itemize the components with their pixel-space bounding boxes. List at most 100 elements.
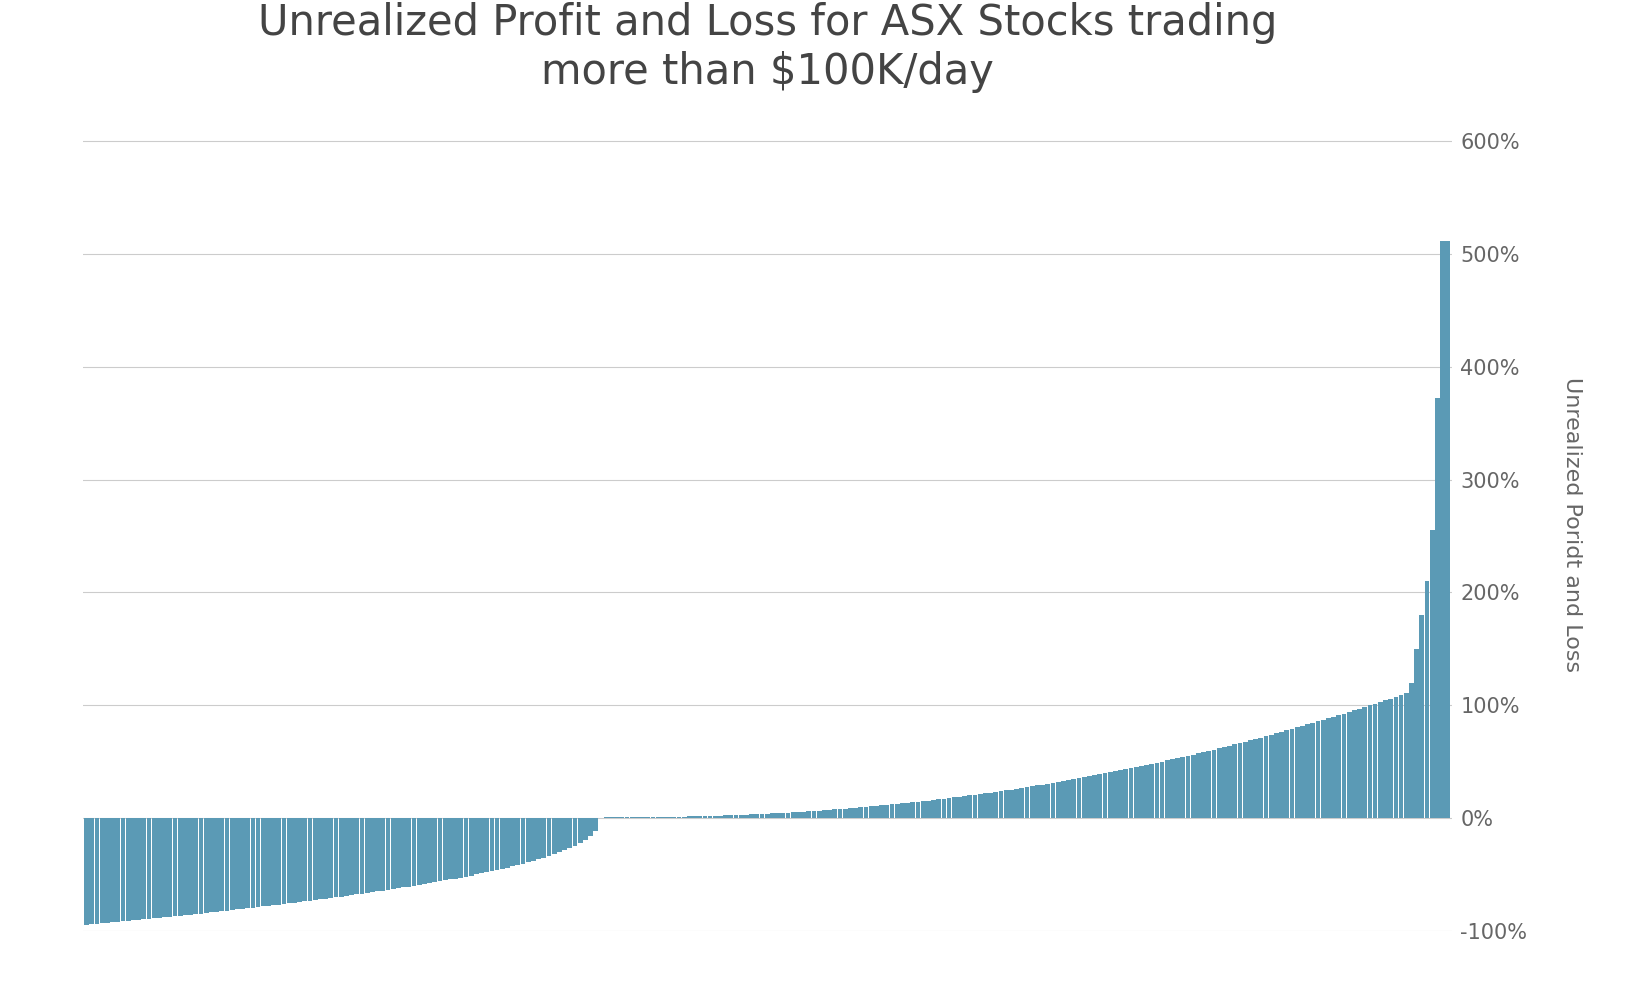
Bar [993,792,998,818]
Bar [832,810,837,818]
Bar [916,802,921,818]
Bar [338,818,343,897]
Bar [807,811,812,818]
Bar [1150,764,1153,818]
Bar [708,816,713,818]
Bar [578,818,582,843]
Bar [287,818,292,903]
Bar [1233,744,1238,818]
Bar [198,818,203,914]
Bar [142,818,147,920]
Bar [838,809,843,818]
Bar [1051,783,1056,818]
Bar [931,800,936,818]
Bar [490,818,495,871]
Bar [370,818,375,892]
Bar [266,818,271,906]
Bar [703,816,708,818]
Bar [1076,778,1081,818]
Bar [739,815,744,818]
Bar [302,818,307,902]
Bar [749,815,754,818]
Bar [365,818,370,893]
Bar [437,818,442,881]
Bar [94,818,99,924]
Bar [1409,682,1414,818]
Bar [229,818,234,910]
Bar [988,793,993,818]
Bar [744,815,749,818]
Bar [355,818,360,894]
Bar [1003,790,1008,818]
Bar [1445,241,1450,818]
Bar [863,807,868,818]
Bar [983,793,988,818]
Bar [1180,757,1185,818]
Bar [795,812,800,818]
Bar [1284,731,1289,818]
Bar [345,818,348,896]
Bar [157,818,162,918]
Bar [1238,742,1242,818]
Bar [485,818,488,872]
Bar [998,791,1003,818]
Bar [843,809,848,818]
Bar [686,817,691,818]
Bar [1097,774,1102,818]
Bar [526,818,531,862]
Bar [84,818,89,925]
Bar [780,813,785,818]
Bar [594,818,599,832]
Bar [754,814,759,818]
Bar [1114,771,1117,818]
Bar [827,810,832,818]
Bar [822,810,827,818]
Bar [906,803,909,818]
Bar [536,818,541,859]
Bar [1138,766,1143,818]
Bar [1300,726,1305,818]
Bar [454,818,459,878]
Bar [587,818,592,837]
Bar [381,818,384,891]
Bar [1295,728,1300,818]
Bar [120,818,125,922]
Bar [495,818,500,870]
Bar [921,801,926,818]
Bar [1254,739,1257,818]
Bar [406,818,411,887]
Bar [531,818,536,861]
Bar [515,818,520,865]
Bar [183,818,188,915]
Bar [1082,777,1087,818]
Bar [1119,770,1124,818]
Bar [1399,695,1404,818]
Bar [1211,749,1216,818]
Title: Unrealized Profit and Loss for ASX Stocks trading
more than $100K/day: Unrealized Profit and Loss for ASX Stock… [257,3,1277,93]
Bar [771,814,776,818]
Bar [1206,750,1211,818]
Bar [812,811,817,818]
Bar [1431,531,1434,818]
Bar [541,818,546,857]
Bar [1143,765,1148,818]
Bar [1424,581,1429,818]
Bar [401,818,406,887]
Bar [1351,710,1356,818]
Bar [1170,759,1175,818]
Bar [241,818,244,909]
Bar [879,806,884,818]
Bar [391,818,396,889]
Bar [116,818,120,922]
Bar [936,799,940,818]
Bar [884,805,889,818]
Bar [546,818,551,856]
Bar [874,806,879,818]
Bar [911,802,916,818]
Bar [152,818,157,919]
Bar [1216,748,1221,818]
Bar [277,818,281,905]
Bar [942,799,947,818]
Bar [210,818,215,913]
Y-axis label: Unrealized Poridt and Loss: Unrealized Poridt and Loss [1563,377,1582,672]
